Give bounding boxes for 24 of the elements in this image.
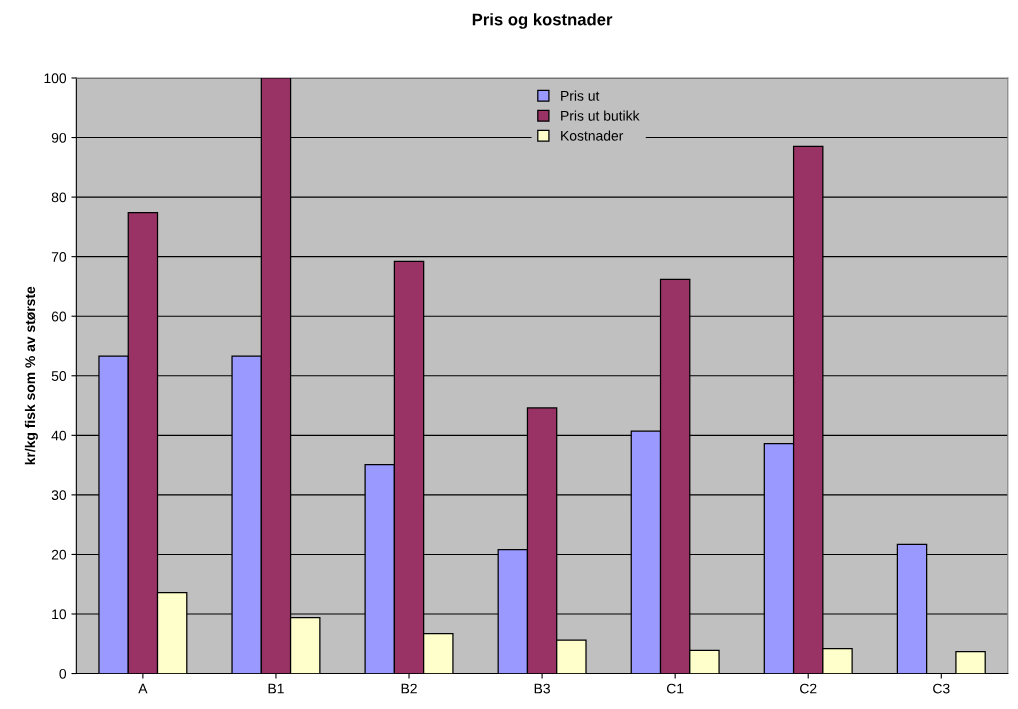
y-tick-label: 30 [51,490,67,501]
y-axis-title: kr/kg fisk som % av største [24,286,38,465]
x-tick-label: B1 [268,683,284,694]
x-tick-label: C1 [666,683,684,694]
y-tick-label: 40 [51,430,67,441]
legend-label: Pris ut butikk [561,110,640,121]
chart-title: Pris og kostnader [472,13,613,29]
legend-label: Kostnader [561,130,624,141]
y-tick-label: 20 [51,549,67,560]
y-tick-label: 60 [51,311,67,322]
y-tick-label: 90 [51,132,67,143]
y-tick-label: 10 [52,609,67,620]
y-tick-label: 80 [51,192,67,203]
bar [955,650,986,674]
y-tick-label: 70 [51,251,67,262]
x-tick-label: A [138,683,148,694]
y-tick-label: 50 [51,371,67,381]
x-tick-label: B3 [534,683,550,694]
y-tick-label: 100 [44,73,67,84]
x-tick-label: C2 [800,683,817,694]
legend-label: Pris ut [561,90,600,101]
y-tick-label: 0 [59,668,67,679]
x-tick-label: C3 [933,683,950,694]
x-tick-label: B2 [401,683,417,694]
